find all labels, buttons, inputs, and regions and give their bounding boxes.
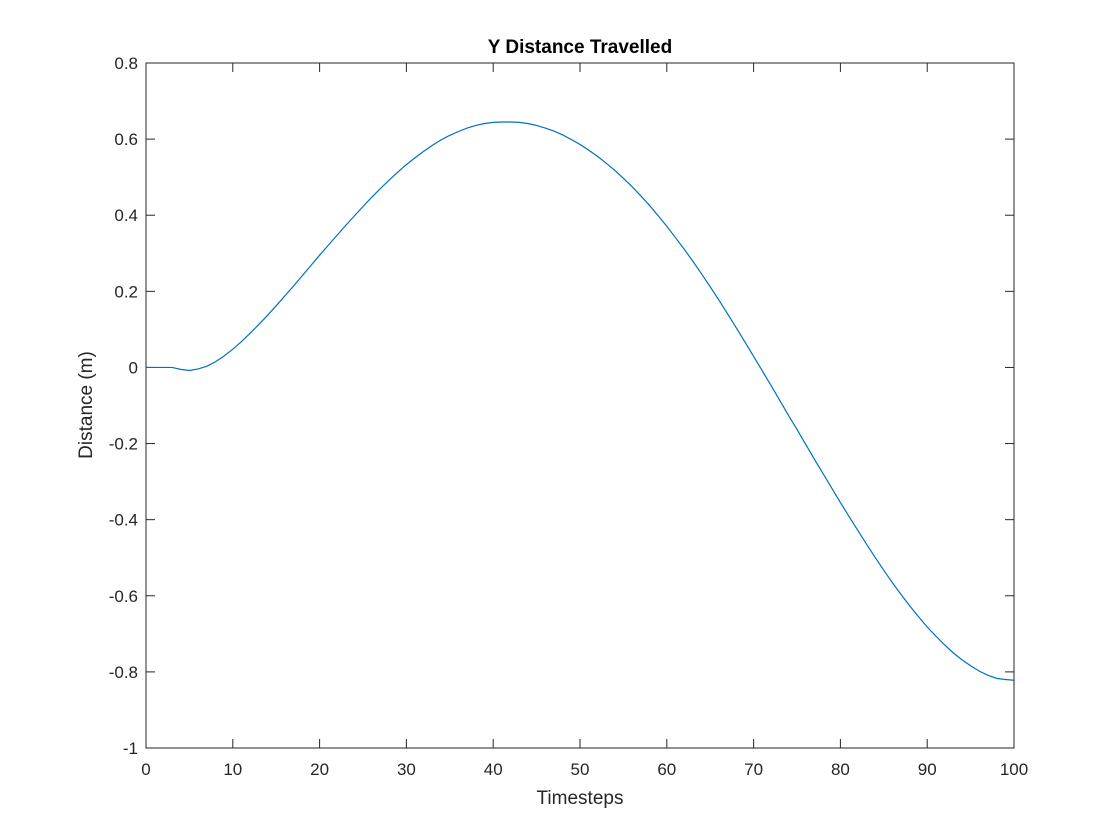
x-tick-label: 70 [744, 760, 763, 779]
x-tick-label: 30 [397, 760, 416, 779]
y-tick-label: -0.4 [109, 511, 138, 530]
y-tick-label: 0.2 [114, 282, 138, 301]
plot-frame [145, 62, 1015, 749]
y-tick-label: -0.6 [109, 587, 138, 606]
x-tick-label: 20 [310, 760, 329, 779]
y-tick-label: 0.6 [114, 130, 138, 149]
x-tick-label: 90 [918, 760, 937, 779]
x-tick-label: 60 [657, 760, 676, 779]
y-tick-label: 0 [129, 358, 138, 377]
y-tick-label: -1 [123, 739, 138, 758]
y-tick-label: -0.8 [109, 663, 138, 682]
y-tick-label: 0.8 [114, 54, 138, 73]
x-tick-label: 100 [1000, 760, 1028, 779]
x-tick-label: 0 [141, 760, 150, 779]
plot-layer [146, 121, 1015, 681]
x-tick-label: 50 [571, 760, 590, 779]
x-tick-label: 40 [484, 760, 503, 779]
y-axis-label: Distance (m) [76, 351, 97, 459]
x-axis-label: Timesteps [537, 788, 624, 809]
ticks-layer: 0 10 20 30 40 50 60 70 80 90 100 -1 -0.8 -0.6 -0.4 -0.2… [109, 54, 1028, 779]
y-tick-label: 0.4 [114, 206, 138, 225]
x-tick-label: 10 [223, 760, 242, 779]
chart-title: Y Distance Travelled [488, 37, 672, 58]
x-tick-label: 80 [831, 760, 850, 779]
y-tick-label: -0.2 [109, 435, 138, 454]
series-line [146, 121, 1015, 681]
